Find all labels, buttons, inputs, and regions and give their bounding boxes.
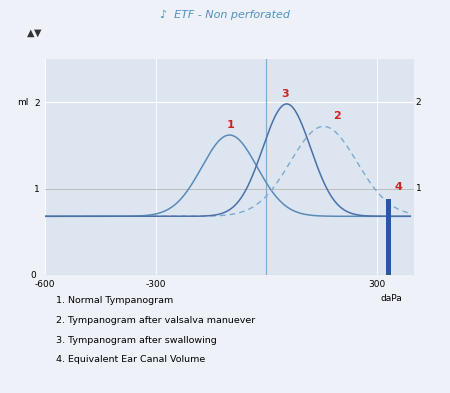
Text: 1: 1 [416,184,422,193]
Text: 2: 2 [416,98,422,107]
Text: 4: 4 [395,182,403,192]
Text: ▲: ▲ [27,28,35,37]
Text: 3: 3 [282,89,289,99]
Text: 1: 1 [226,120,234,130]
Text: 3. Tympanogram after swallowing: 3. Tympanogram after swallowing [56,336,217,345]
Text: 2: 2 [333,111,340,121]
Text: ▼: ▼ [34,28,41,37]
Bar [386,199,391,275]
Text: 2. Tympanogram after valsalva manuever: 2. Tympanogram after valsalva manuever [56,316,255,325]
Text: 1. Normal Tympanogram: 1. Normal Tympanogram [56,296,173,305]
Text: daPa: daPa [381,294,403,303]
Text: 4. Equivalent Ear Canal Volume: 4. Equivalent Ear Canal Volume [56,355,205,364]
Text: ♪  ETF - Non perforated: ♪ ETF - Non perforated [160,10,290,20]
Text: ml: ml [17,98,28,107]
Text: 0: 0 [30,271,36,279]
